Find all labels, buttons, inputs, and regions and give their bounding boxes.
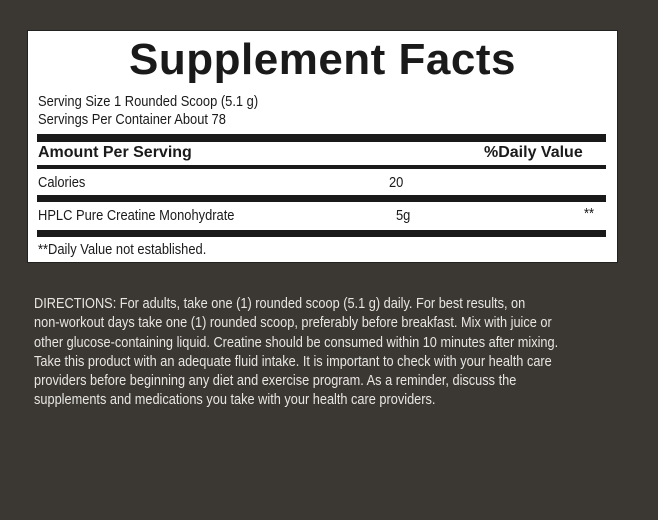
row-creatine-dv: ** <box>584 205 595 222</box>
directions-line: Take this product with an adequate fluid… <box>34 353 552 370</box>
divider-thick <box>37 195 606 202</box>
row-creatine-name: HPLC Pure Creatine Monohydrate <box>38 207 235 224</box>
directions-line: non-workout days take one (1) rounded sc… <box>34 315 552 332</box>
divider-thick <box>37 230 606 237</box>
directions-line: DIRECTIONS: For adults, take one (1) rou… <box>34 296 526 312</box>
directions-line: other glucose-containing liquid. Creatin… <box>34 334 559 351</box>
footnote: **Daily Value not established. <box>38 241 207 258</box>
label-title: Supplement Facts <box>129 35 516 84</box>
row-calories-amount: 20 <box>389 174 404 191</box>
row-calories-name: Calories <box>38 174 86 191</box>
directions-line: providers before beginning any diet and … <box>34 373 517 390</box>
header-daily-value: %Daily Value <box>484 144 583 161</box>
serving-size: Serving Size 1 Rounded Scoop (5.1 g) <box>38 93 259 110</box>
servings-per-container: Servings Per Container About 78 <box>38 111 226 128</box>
directions-text: DIRECTIONS: For adults, take one (1) rou… <box>34 295 630 411</box>
supplement-facts-panel: Supplement Facts Serving Size 1 Rounded … <box>27 30 618 263</box>
row-creatine-amount: 5g <box>396 207 411 224</box>
header-amount: Amount Per Serving <box>38 144 192 161</box>
directions-line: supplements and medications you take wit… <box>34 392 436 409</box>
divider-thick <box>37 134 606 142</box>
divider-thin <box>37 165 606 169</box>
